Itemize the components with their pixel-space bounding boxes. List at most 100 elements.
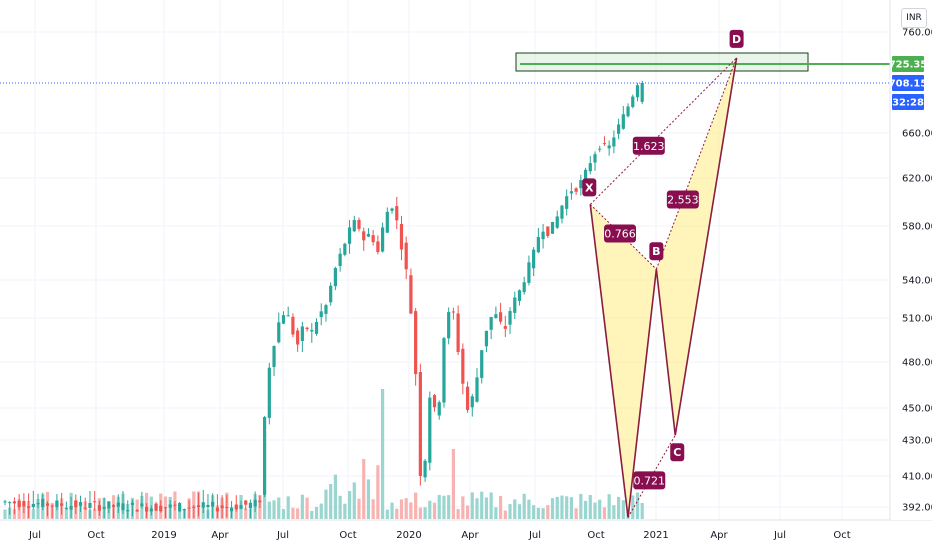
currency-badge[interactable]: INR [901, 8, 927, 28]
volume-bar [598, 499, 602, 519]
price-tag: 725.35 [889, 56, 927, 72]
volume-bar [93, 508, 97, 519]
candle-body [579, 180, 583, 189]
volume-bar [333, 474, 337, 519]
volume-bar [399, 499, 404, 519]
candle-body [329, 285, 333, 303]
volume-bar [329, 484, 333, 519]
candle-body [588, 163, 592, 172]
candle-body [168, 504, 172, 508]
time-tick-label: Jul [276, 530, 289, 541]
volume-bar [527, 499, 531, 519]
candle-body [163, 507, 168, 509]
volume-bar [607, 494, 611, 519]
time-tick-label: Apr [211, 530, 229, 541]
ratio-connector [655, 57, 738, 270]
candle-body [314, 321, 319, 334]
candle-body [310, 329, 314, 332]
volume-bar [489, 492, 493, 519]
candle-body [291, 316, 295, 335]
candle-body [428, 397, 432, 463]
candle-body [3, 501, 7, 503]
candle-body [97, 505, 101, 511]
point-label-c: C [670, 443, 685, 462]
volume-bar [154, 503, 158, 519]
volume-bar [381, 389, 385, 519]
grid [0, 0, 890, 520]
price-tag: 32:28 [892, 94, 924, 110]
volume-bar [314, 506, 319, 519]
candle-body [178, 503, 182, 512]
candle-body [258, 500, 262, 503]
volume-bar [390, 502, 394, 519]
ratio-connector [589, 57, 737, 205]
volume-bar [244, 508, 248, 519]
candle-body [555, 216, 559, 228]
price-tick-label: 410.00 [902, 472, 932, 483]
candle-body [499, 312, 503, 322]
candle-body [357, 219, 361, 229]
volume-bar [499, 495, 503, 519]
volume-bar [484, 497, 489, 519]
volume-bar [272, 500, 276, 519]
volume-bar [494, 507, 498, 519]
candle-body [220, 505, 224, 509]
candle-body [508, 311, 512, 325]
volume-bar [352, 482, 356, 519]
candle-body [267, 367, 271, 418]
volume-bar [366, 479, 371, 519]
candle-body [404, 242, 408, 270]
volume-bar [286, 496, 290, 519]
volume-bar [565, 496, 569, 519]
ratio-label: 0.721 [633, 471, 666, 490]
candle-body [192, 506, 196, 508]
volume-bar [546, 505, 550, 519]
candle-body [470, 396, 474, 408]
volume-bar [357, 498, 361, 519]
point-label-text: D [732, 33, 741, 46]
candle-body [211, 501, 215, 507]
volume-bar [281, 509, 286, 519]
candle-body [74, 500, 78, 508]
price-tick-label: 580.00 [902, 222, 932, 233]
candle-body [385, 211, 389, 233]
candle-body [145, 506, 149, 512]
volume-bar [612, 505, 616, 519]
candle-body [272, 346, 276, 367]
volume-bar [508, 504, 512, 519]
candle-body [371, 235, 375, 243]
candle-body [187, 507, 191, 509]
volume-bar [574, 508, 578, 519]
candle-body [635, 85, 640, 98]
candle-body [244, 500, 248, 505]
price-tick-label: 660.00 [902, 129, 932, 140]
volume-bar [300, 494, 304, 519]
volume-bar [428, 500, 432, 519]
ratio-text: 2.553 [667, 193, 699, 206]
point-label-d: D [729, 29, 744, 48]
candle-body [41, 498, 45, 507]
candle-body [456, 313, 460, 353]
candle-body [225, 506, 229, 508]
candle-body [319, 311, 323, 318]
volume-bar [517, 504, 522, 519]
volume-bar [635, 492, 640, 519]
point-label-x: X [582, 178, 597, 197]
candle-body [352, 220, 356, 232]
time-tick-label: 2021 [643, 530, 668, 541]
candles [3, 80, 644, 518]
candle-body [55, 500, 59, 507]
volume-bar [456, 509, 460, 519]
candle-body [451, 311, 455, 313]
candle-body [574, 188, 578, 192]
ratio-label: 0.766 [604, 224, 637, 243]
volume-bar [442, 495, 446, 519]
candle-body [602, 143, 607, 145]
ratio-connector [589, 204, 657, 270]
candle-body [503, 326, 507, 329]
volume-bar [470, 492, 474, 519]
candle-body [60, 503, 64, 506]
time-tick-label: Jul [773, 530, 786, 541]
ratio-text: 1.623 [633, 140, 665, 153]
